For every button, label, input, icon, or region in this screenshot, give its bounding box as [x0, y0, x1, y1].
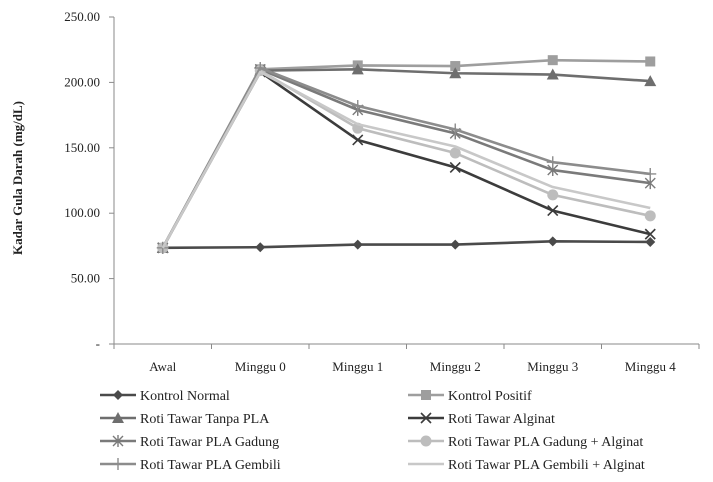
data-point: [547, 55, 558, 66]
data-point: [645, 236, 656, 247]
data-point: [450, 239, 461, 250]
data-point: [644, 210, 656, 222]
series-roti-tawar-pla-gadung-alginat: [157, 65, 656, 254]
legend-swatch-marker: [112, 458, 124, 470]
data-point: [547, 205, 559, 217]
x-tick-label: Minggu 4: [625, 359, 676, 374]
series-roti-tawar-pla-gadung: [157, 63, 656, 254]
legend-swatch-marker: [420, 435, 432, 447]
legend-item: Roti Tawar PLA Gadung: [100, 435, 279, 450]
y-axis-title: Kadar Gula Darah (mg/dL): [10, 101, 25, 255]
legend-item: Roti Tawar Alginat: [408, 412, 555, 427]
data-point: [352, 134, 364, 146]
y-tick-label: 100.00: [64, 205, 100, 220]
y-tick-label: 200.00: [64, 74, 100, 89]
data-point: [352, 239, 363, 250]
legend-item: Kontrol Normal: [100, 389, 230, 404]
series-line: [161, 68, 651, 249]
series-line: [161, 68, 651, 249]
series-line: [161, 70, 651, 249]
legend-label: Roti Tawar PLA Gadung + Alginat: [448, 435, 643, 450]
legend-label: Roti Tawar PLA Gadung: [140, 435, 279, 450]
data-point: [449, 161, 461, 173]
data-point: [547, 236, 558, 247]
data-point: [351, 99, 364, 112]
legend-label: Kontrol Positif: [448, 389, 532, 404]
legend-label: Roti Tawar Tanpa PLA: [140, 412, 270, 427]
legend-label: Kontrol Normal: [140, 389, 230, 404]
legend-label: Roti Tawar PLA Gembili + Alginat: [448, 458, 645, 473]
x-tick-label: Minggu 1: [332, 359, 383, 374]
legend-item: Roti Tawar Tanpa PLA: [100, 412, 270, 427]
x-tick-label: Minggu 0: [235, 359, 286, 374]
data-point: [255, 242, 266, 253]
legend-item: Roti Tawar PLA Gadung + Alginat: [408, 435, 643, 450]
data-point: [547, 189, 559, 201]
series-line: [161, 70, 651, 249]
data-point: [449, 147, 461, 159]
series-line: [161, 66, 651, 249]
legend-swatch-marker: [112, 435, 124, 447]
series-roti-tawar-pla-gembili: [156, 62, 657, 254]
legend-item: Roti Tawar PLA Gembili + Alginat: [408, 458, 645, 473]
data-point: [449, 123, 462, 136]
series-roti-tawar-tanpa-pla: [156, 63, 657, 253]
data-point: [644, 228, 656, 240]
data-point: [645, 56, 656, 67]
legend-item: Kontrol Positif: [408, 389, 532, 404]
legend-swatch-marker: [420, 412, 432, 424]
legend-label: Roti Tawar Alginat: [448, 412, 555, 427]
y-tick-label: -: [96, 336, 100, 351]
data-point: [450, 61, 461, 72]
y-tick-label: 250.00: [64, 9, 100, 24]
legend-label: Roti Tawar PLA Gembili: [140, 458, 281, 473]
data-point: [449, 67, 462, 79]
data-point: [546, 156, 559, 169]
y-tick-label: 150.00: [64, 140, 100, 155]
data-point: [351, 63, 364, 75]
legend-swatch-marker: [421, 390, 431, 400]
legend-swatch-marker: [113, 390, 123, 400]
legend-swatch-marker: [112, 412, 124, 423]
x-tick-label: Awal: [149, 359, 176, 374]
series-kontrol-normal: [157, 236, 656, 253]
y-tick-label: 50.00: [71, 271, 100, 286]
series-line: [162, 240, 651, 250]
series-line: [161, 69, 651, 249]
data-point: [546, 68, 559, 80]
x-tick-label: Minggu 3: [527, 359, 578, 374]
legend-item: Roti Tawar PLA Gembili: [100, 458, 281, 473]
data-point: [644, 75, 657, 87]
x-tick-label: Minggu 2: [430, 359, 481, 374]
data-point: [644, 167, 657, 180]
series-roti-tawar-pla-gembili-alginat: [161, 70, 651, 249]
series-roti-tawar-alginat: [157, 66, 656, 254]
